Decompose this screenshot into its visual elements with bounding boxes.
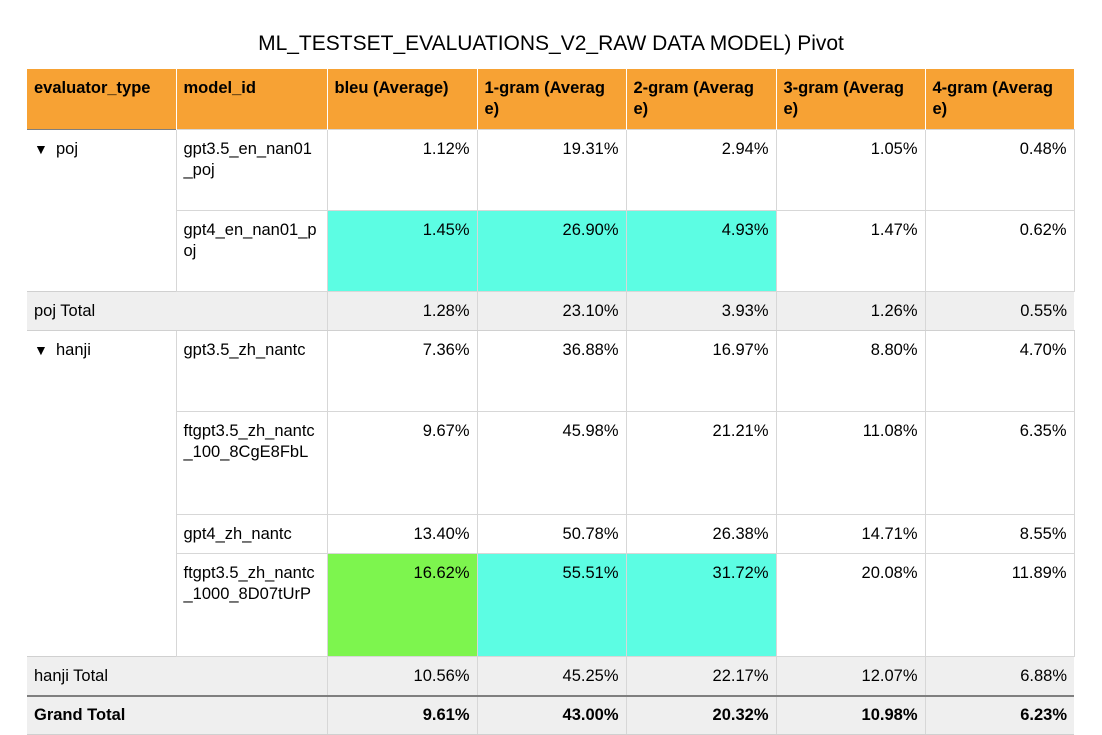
gram2-cell: 26.38% xyxy=(625,514,777,554)
gram2-cell: 22.17% xyxy=(625,656,776,697)
group-label-hanji[interactable]: ▼ hanji xyxy=(27,330,176,657)
gram1-cell: 23.10% xyxy=(476,291,626,331)
gram4-cell: 0.62% xyxy=(924,210,1075,292)
model-id-cell: ftgpt3.5_zh_nantc_100_8CgE8FbL xyxy=(175,411,328,515)
gram4-cell: 6.88% xyxy=(924,656,1074,697)
gram3-cell: 1.26% xyxy=(775,291,925,331)
gram4-cell: 6.23% xyxy=(924,695,1074,735)
header-row: evaluator_type model_id bleu (Average) 1… xyxy=(27,69,1074,130)
bleu-cell: 16.62% xyxy=(326,553,478,657)
gram1-cell: 45.25% xyxy=(476,656,626,697)
gram3-cell: 12.07% xyxy=(775,656,925,697)
gram1-cell: 26.90% xyxy=(476,210,627,292)
gram2-cell: 2.94% xyxy=(625,129,777,211)
bleu-cell: 10.56% xyxy=(326,656,477,697)
gram3-cell: 11.08% xyxy=(775,411,926,515)
model-id-cell: gpt4_zh_nantc xyxy=(175,514,328,554)
gram2-cell: 16.97% xyxy=(625,330,777,412)
bleu-cell: 1.28% xyxy=(326,291,477,331)
model-id-cell: gpt3.5_zh_nantc xyxy=(175,330,328,412)
table-row: ftgpt3.5_zh_nantc_100_8CgE8FbL 9.67% 45.… xyxy=(27,411,1075,515)
gram1-cell: 43.00% xyxy=(476,695,626,735)
bleu-cell: 9.67% xyxy=(326,411,478,515)
gram4-cell: 8.55% xyxy=(924,514,1075,554)
header-1gram[interactable]: 1-gram (Average) xyxy=(477,69,627,130)
model-id-cell: gpt3.5_en_nan01_poj xyxy=(175,129,328,211)
gram3-cell: 14.71% xyxy=(775,514,926,554)
gram1-cell: 36.88% xyxy=(476,330,627,412)
gram2-cell: 31.72% xyxy=(625,553,777,657)
gram1-cell: 50.78% xyxy=(476,514,627,554)
table-row: ▼ poj gpt3.5_en_nan01_poj 1.12% 19.31% 2.… xyxy=(27,129,1075,292)
model-id-cell: gpt4_en_nan01_poj xyxy=(175,210,328,292)
subtotal-row-poj: poj Total 1.28% 23.10% 3.93% 1.26% 0.55% xyxy=(27,291,1074,331)
header-model-id[interactable]: model_id xyxy=(176,69,328,130)
gram3-cell: 1.05% xyxy=(775,129,926,211)
bleu-cell: 1.12% xyxy=(326,129,478,211)
gram2-cell: 21.21% xyxy=(625,411,777,515)
gram4-cell: 6.35% xyxy=(924,411,1075,515)
gram3-cell: 8.80% xyxy=(775,330,926,412)
table-row: gpt4_en_nan01_poj 1.45% 26.90% 4.93% 1.4… xyxy=(27,210,1075,292)
gram2-cell: 4.93% xyxy=(625,210,777,292)
gram1-cell: 45.98% xyxy=(476,411,627,515)
subtotal-label: poj Total xyxy=(27,291,327,331)
table-row: ftgpt3.5_zh_nantc_1000_8D07tUrP 16.62% 5… xyxy=(27,553,1075,657)
bleu-cell: 9.61% xyxy=(326,695,477,735)
gram2-cell: 20.32% xyxy=(625,695,776,735)
header-2gram[interactable]: 2-gram (Average) xyxy=(626,69,777,130)
gram4-cell: 11.89% xyxy=(924,553,1075,657)
collapse-triangle-icon[interactable]: ▼ xyxy=(34,141,48,157)
table-row: gpt4_zh_nantc 13.40% 50.78% 26.38% 14.71… xyxy=(27,514,1075,554)
gram1-cell: 19.31% xyxy=(476,129,627,211)
grand-total-row: Grand Total 9.61% 43.00% 20.32% 10.98% 6… xyxy=(27,695,1074,735)
subtotal-label: hanji Total xyxy=(27,656,327,697)
gram3-cell: 1.47% xyxy=(775,210,926,292)
gram1-cell: 55.51% xyxy=(476,553,627,657)
gram3-cell: 10.98% xyxy=(775,695,925,735)
bleu-cell: 13.40% xyxy=(326,514,478,554)
bleu-cell: 7.36% xyxy=(326,330,478,412)
grand-total-label: Grand Total xyxy=(27,695,327,735)
gram4-cell: 0.48% xyxy=(924,129,1075,211)
pivot-title: ML_TESTSET_EVALUATIONS_V2_RAW DATA MODEL… xyxy=(258,32,844,55)
gram2-cell: 3.93% xyxy=(625,291,776,331)
header-3gram[interactable]: 3-gram (Average) xyxy=(776,69,926,130)
gram4-cell: 0.55% xyxy=(924,291,1074,331)
header-evaluator-type[interactable]: evaluator_type xyxy=(27,69,177,130)
pivot-table: evaluator_type model_id bleu (Average) 1… xyxy=(27,69,1075,735)
subtotal-row-hanji: hanji Total 10.56% 45.25% 22.17% 12.07% … xyxy=(27,656,1074,697)
collapse-triangle-icon[interactable]: ▼ xyxy=(34,342,48,358)
model-id-cell: ftgpt3.5_zh_nantc_1000_8D07tUrP xyxy=(175,553,328,657)
gram4-cell: 4.70% xyxy=(924,330,1075,412)
header-bleu[interactable]: bleu (Average) xyxy=(327,69,478,130)
table-row: ▼ hanji gpt3.5_zh_nantc 7.36% 36.88% 16.9… xyxy=(27,330,1075,657)
group-label-poj[interactable]: ▼ poj xyxy=(27,129,176,292)
gram3-cell: 20.08% xyxy=(775,553,926,657)
header-4gram[interactable]: 4-gram (Average) xyxy=(925,69,1074,130)
bleu-cell: 1.45% xyxy=(326,210,478,292)
